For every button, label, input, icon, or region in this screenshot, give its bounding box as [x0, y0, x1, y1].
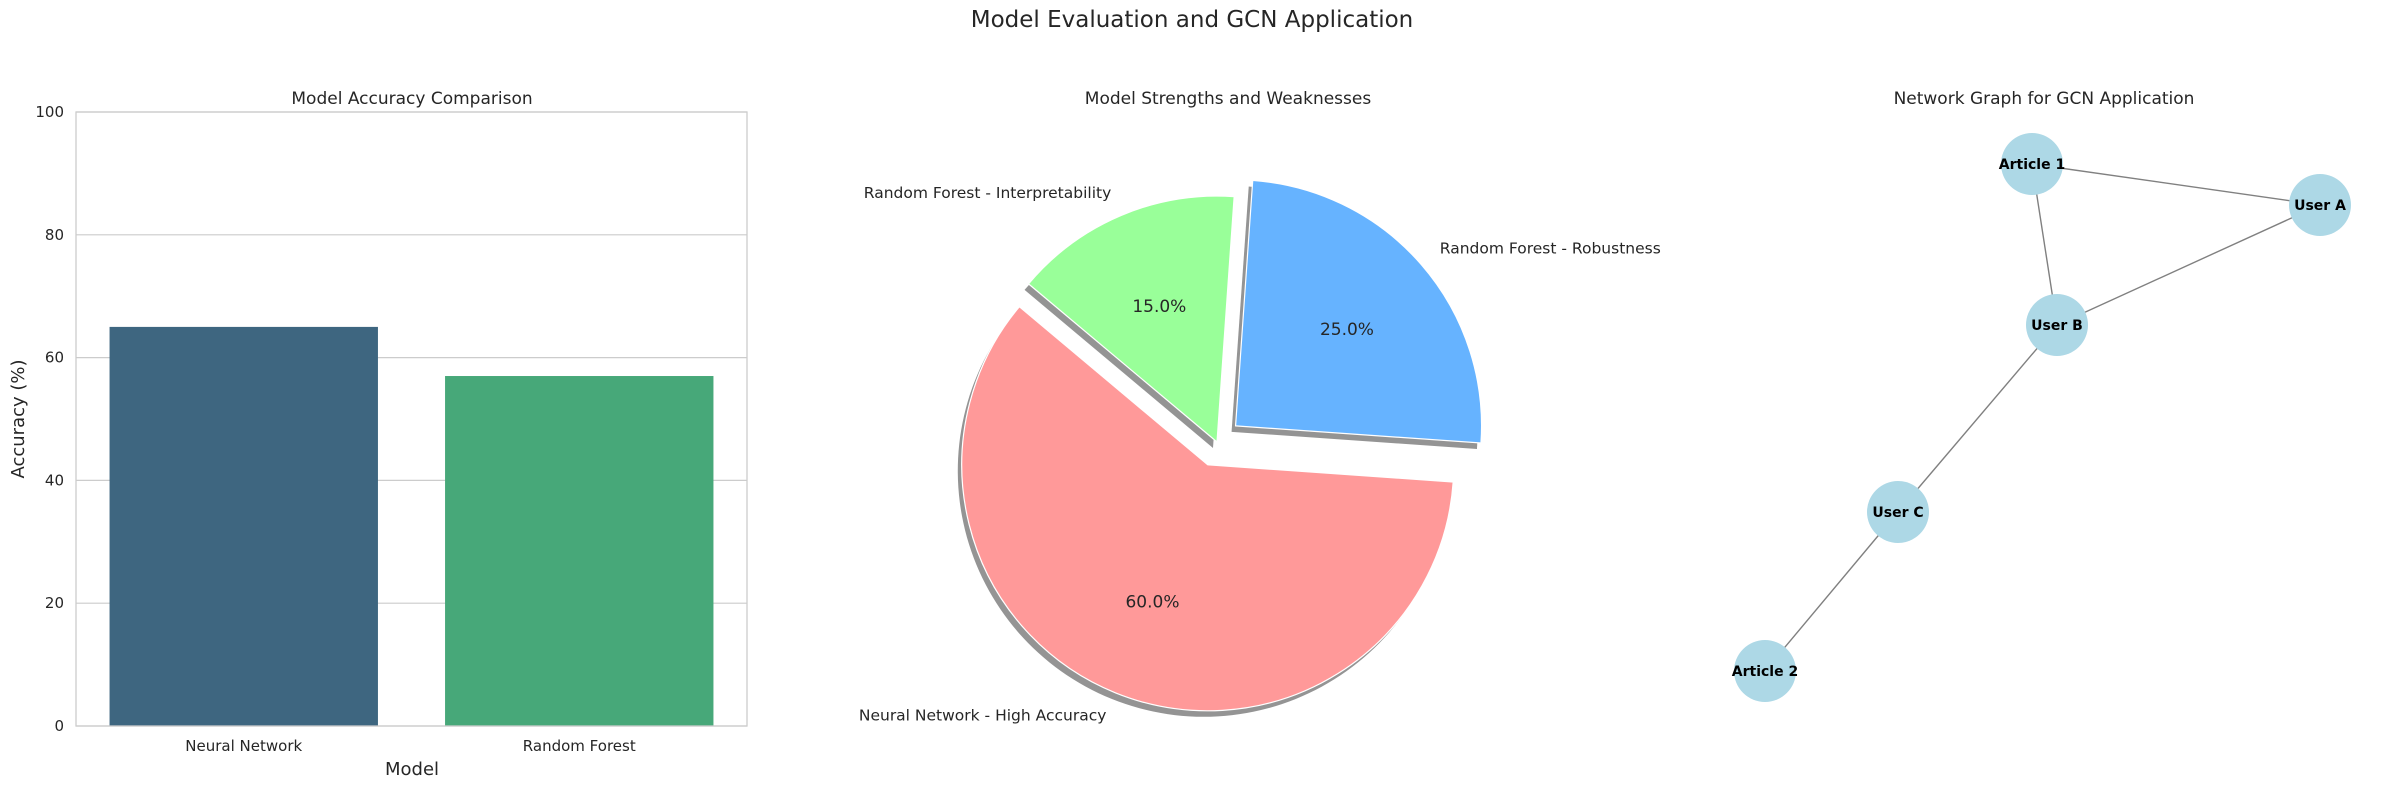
- pie-percent-label: 60.0%: [1125, 593, 1179, 613]
- bar-x-axis-label: Model: [385, 759, 439, 780]
- bar-chart-title: Model Accuracy Comparison: [291, 89, 532, 109]
- pie-category-label: Random Forest - Robustness: [1440, 239, 1661, 257]
- network-edges: [1764, 163, 2321, 672]
- bar-y-tick-label: 80: [45, 226, 64, 244]
- pie-chart-title: Model Strengths and Weaknesses: [1085, 89, 1372, 109]
- node-label: User B: [2031, 318, 2083, 334]
- node-user-c: [1867, 481, 1929, 543]
- node-article-2: [1734, 640, 1796, 702]
- edge-user-a-user-b: [2056, 204, 2321, 326]
- pie-percent-label: 15.0%: [1132, 297, 1186, 317]
- pie-chart-panel: Model Strengths and Weaknesses 60.0% Neur…: [859, 89, 1661, 725]
- node-label: User A: [2294, 198, 2346, 214]
- pie-slice-random-forest-robustness: [1234, 179, 1483, 444]
- bar-y-tick-label: 60: [45, 349, 64, 367]
- node-article-1: [2001, 133, 2063, 195]
- node-user-b: [2026, 294, 2088, 356]
- bar-y-tick-label: 0: [54, 717, 64, 735]
- bar-random-forest: [445, 376, 714, 726]
- edge-article-1-user-a: [2031, 163, 2321, 206]
- pie-slice-neural-network-high-accuracy: [961, 305, 1454, 712]
- bar-y-tick-label: 40: [45, 471, 64, 489]
- node-user-a: [2289, 174, 2351, 236]
- bar-x-tick-labels: Neural Network Random Forest: [185, 737, 636, 755]
- node-label: Article 2: [1732, 664, 1798, 680]
- node-label: Article 1: [1999, 157, 2065, 173]
- network-graph-title: Network Graph for GCN Application: [1894, 89, 2195, 109]
- pie-labels: 60.0% Neural Network - High Accuracy 25.0%…: [859, 184, 1661, 725]
- pie-percent-label: 25.0%: [1320, 320, 1374, 340]
- pie-category-label: Random Forest - Interpretability: [864, 184, 1112, 202]
- network-graph-panel: Network Graph for GCN Application Articl…: [1732, 89, 2351, 702]
- node-label: User C: [1872, 505, 1923, 521]
- bar-neural-network: [109, 326, 378, 726]
- bar-series: [109, 326, 714, 726]
- pie-slices: [961, 179, 1483, 712]
- edge-user-c-article-2: [1764, 511, 1899, 672]
- bar-chart-panel: Model Accuracy Comparison 0 20 40 60 80 100 N…: [8, 89, 748, 780]
- network-nodes: Article 1 User A User B User C Article 2: [1732, 133, 2351, 702]
- edge-user-b-user-c: [1897, 324, 2058, 513]
- pie-category-label: Neural Network - High Accuracy: [859, 707, 1107, 725]
- bar-y-axis-label: Accuracy (%): [8, 359, 29, 478]
- pie-slice-random-forest-interpretability: [1027, 195, 1235, 444]
- bar-x-tick-label: Random Forest: [523, 737, 636, 755]
- bar-y-tick-label: 100: [35, 103, 64, 121]
- figure-title: Model Evaluation and GCN Application: [971, 7, 1414, 33]
- bar-plot-frame: [75, 111, 748, 727]
- bar-y-tick-label: 20: [45, 594, 64, 612]
- bar-y-tick-labels: 0 20 40 60 80 100: [35, 103, 64, 735]
- bar-x-tick-label: Neural Network: [185, 737, 302, 755]
